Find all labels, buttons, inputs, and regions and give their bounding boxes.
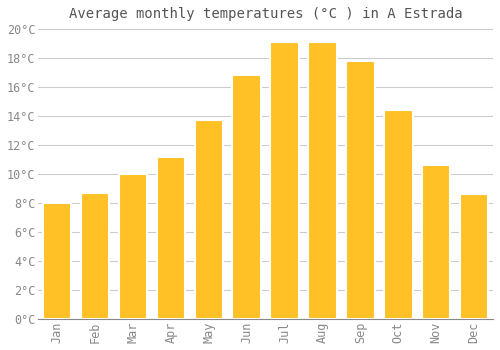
Bar — [81, 193, 110, 319]
Bar — [119, 174, 147, 319]
Bar — [270, 42, 299, 319]
Bar — [232, 76, 261, 319]
Bar — [346, 61, 374, 319]
Bar — [422, 165, 450, 319]
Bar — [194, 120, 223, 319]
Bar — [460, 194, 488, 319]
Title: Average monthly temperatures (°C ) in A Estrada: Average monthly temperatures (°C ) in A … — [69, 7, 462, 21]
Bar — [384, 110, 412, 319]
Bar — [156, 156, 185, 319]
Bar — [308, 42, 336, 319]
Bar — [43, 203, 72, 319]
